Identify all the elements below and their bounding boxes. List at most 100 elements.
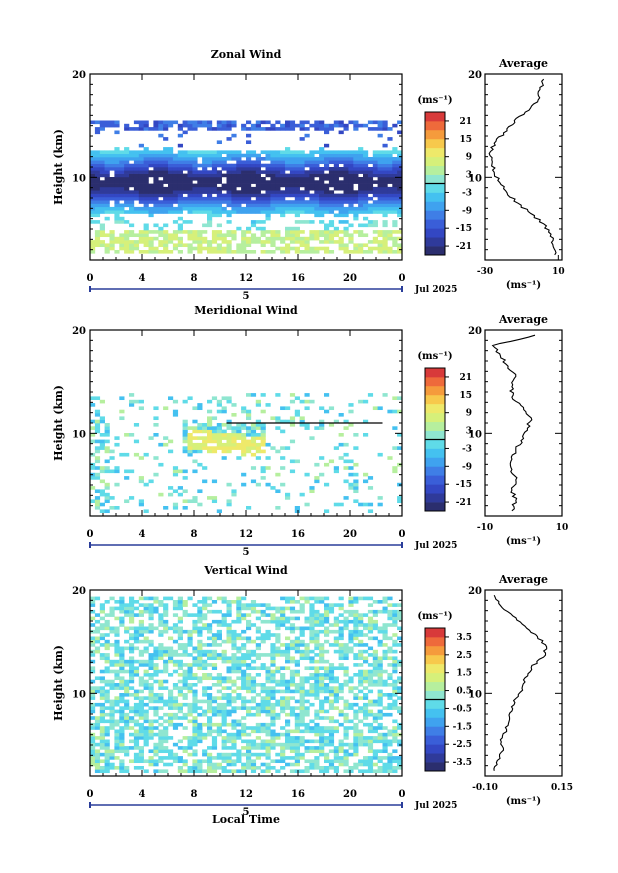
heatmap-cell — [348, 482, 354, 487]
heatmap-cell — [211, 766, 218, 770]
heatmap-cell — [114, 210, 120, 214]
heatmap-cell — [387, 762, 393, 767]
heatmap-cell — [382, 726, 388, 730]
heatmap-cell — [192, 742, 198, 747]
heatmap-cell — [275, 170, 281, 174]
heatmap-cell — [304, 693, 310, 697]
heatmap-cell — [294, 639, 300, 644]
heatmap-cell — [143, 200, 149, 204]
heatmap-cell — [114, 153, 120, 158]
heatmap-cell — [192, 160, 198, 165]
heatmap-cell — [216, 683, 222, 687]
heatmap-cell — [221, 423, 227, 427]
heatmap-cell — [133, 439, 140, 444]
colorbar-swatch — [425, 628, 445, 638]
heatmap-cell — [94, 649, 101, 654]
heatmap-cell — [392, 163, 398, 168]
heatmap-cell — [246, 170, 252, 174]
heatmap-cell — [397, 446, 403, 450]
heatmap-cell — [241, 180, 247, 184]
heatmap-cell — [324, 766, 330, 770]
heatmap-cell — [138, 120, 144, 125]
heatmap-cell — [285, 653, 291, 657]
heatmap-cell — [260, 170, 266, 174]
heatmap-cell — [348, 236, 354, 241]
heatmap-cell — [197, 403, 203, 407]
heatmap-cell — [148, 706, 154, 710]
heatmap-cell — [221, 719, 227, 724]
heatmap-cell — [280, 613, 286, 617]
heatmap-cell — [90, 210, 96, 214]
heatmap-cell — [363, 709, 369, 714]
heatmap-cell — [207, 177, 213, 181]
heatmap-cell — [397, 150, 403, 155]
heatmap-cell — [260, 609, 266, 614]
heatmap-cell — [363, 706, 369, 710]
heatmap-cell — [221, 676, 227, 681]
heatmap-cell — [382, 706, 388, 710]
heatmap-cell — [187, 180, 193, 184]
heatmap-cell — [119, 646, 125, 651]
heatmap-cell — [187, 160, 193, 165]
heatmap-cell — [226, 762, 232, 767]
heatmap-cell — [187, 633, 193, 637]
heatmap-cell — [246, 177, 252, 181]
heatmap-cell — [99, 706, 105, 710]
colorbar-swatch — [425, 421, 445, 431]
heatmap-cell — [358, 180, 364, 184]
heatmap-cell — [333, 686, 339, 690]
heatmap-cell — [207, 240, 213, 244]
heatmap-cell — [124, 160, 130, 165]
heatmap-cell — [236, 609, 242, 614]
heatmap-cell — [236, 206, 242, 211]
heatmap-cell — [114, 699, 120, 704]
heatmap-cell — [231, 236, 237, 241]
heatmap-cell — [119, 167, 125, 171]
heatmap-cell — [246, 203, 252, 208]
heatmap-cell — [216, 403, 222, 407]
heatmap-cell — [367, 766, 374, 770]
date-bar-label: 5 — [243, 547, 250, 558]
heatmap-cell — [377, 689, 383, 694]
heatmap-cell — [338, 157, 344, 161]
heatmap-cell — [241, 190, 247, 194]
heatmap-cell — [319, 689, 325, 694]
heatmap-cell — [124, 167, 130, 171]
heatmap-cell — [163, 619, 169, 624]
heatmap-cell — [182, 736, 188, 740]
heatmap-cell — [275, 752, 281, 757]
heatmap-cell — [280, 157, 286, 161]
heatmap-cell — [319, 616, 325, 621]
heatmap-cell — [397, 696, 403, 700]
heatmap-cell — [280, 619, 286, 624]
heatmap-cell — [99, 446, 105, 450]
colorbar-swatch — [425, 246, 445, 256]
heatmap-cell — [377, 769, 383, 774]
colorbar-swatch — [425, 726, 445, 736]
heatmap-cell — [94, 449, 101, 454]
heatmap-cell — [138, 456, 144, 460]
heatmap-cell — [289, 639, 296, 644]
heatmap-cell — [138, 732, 144, 737]
heatmap-cell — [221, 150, 227, 155]
heatmap-cell — [377, 133, 383, 138]
heatmap-cell — [211, 433, 218, 437]
heatmap-cell — [285, 233, 291, 238]
heatmap-cell — [397, 626, 403, 631]
heatmap-cell — [207, 419, 213, 424]
heatmap-cell — [172, 193, 179, 198]
y-axis-label: Height (km) — [52, 385, 65, 461]
heatmap-cell — [192, 193, 198, 198]
heatmap-cell — [363, 502, 369, 507]
heatmap-cell — [94, 726, 101, 730]
heatmap-cell — [211, 479, 218, 484]
heatmap-cell — [309, 250, 315, 254]
heatmap-cell — [202, 663, 208, 667]
heatmap-cell — [207, 186, 213, 191]
heatmap-cell — [260, 409, 266, 414]
heatmap-cell — [382, 173, 388, 178]
heatmap-cell — [265, 729, 271, 734]
heatmap-cell — [99, 160, 105, 165]
heatmap-cell — [236, 436, 242, 440]
heatmap-cell — [172, 683, 179, 687]
